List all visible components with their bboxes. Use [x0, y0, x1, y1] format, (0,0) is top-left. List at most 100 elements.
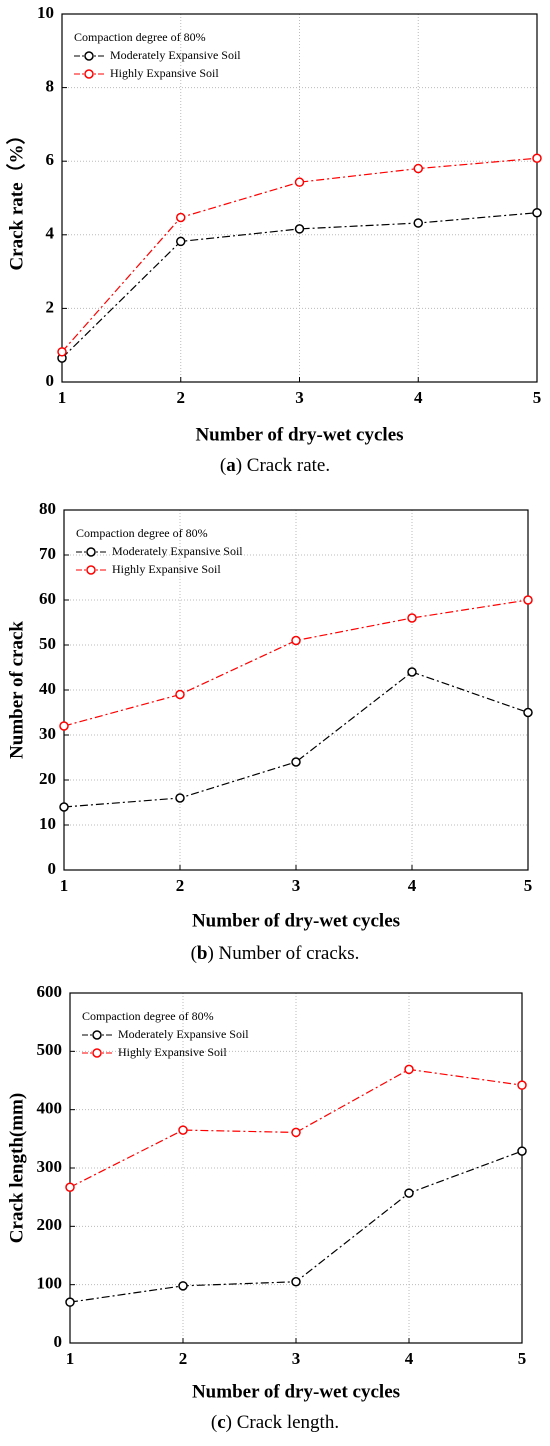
plot-frame: [61, 13, 538, 383]
plot-frame: [69, 992, 523, 1344]
y-axis-label: Crack length(mm): [6, 1093, 27, 1243]
y-tick-label: 70: [39, 544, 56, 563]
marker: [413, 163, 423, 174]
caption-part: (: [191, 943, 197, 964]
y-tick-label: 0: [54, 1332, 63, 1351]
series-line: [69, 1068, 523, 1188]
legend-label: Highly Expansive Soil: [118, 1045, 227, 1059]
marker: [175, 793, 185, 803]
marker: [65, 1297, 75, 1307]
marker: [407, 667, 417, 677]
y-tick-label: 80: [39, 499, 56, 518]
marker: [291, 757, 301, 767]
caption: (b) Number of cracks.: [191, 943, 360, 964]
marker: [178, 1281, 188, 1291]
marker: [294, 224, 305, 234]
series-line: [61, 212, 538, 359]
marker: [404, 1188, 414, 1198]
y-tick-label: 50: [39, 634, 56, 653]
y-tick-label: 40: [39, 679, 56, 698]
legend-marker: [84, 51, 94, 61]
x-tick-label: 1: [60, 876, 69, 895]
y-tick-label: 100: [37, 1274, 63, 1293]
y-tick-label: 500: [37, 1040, 63, 1059]
x-tick-label: 5: [533, 388, 542, 407]
x-tick-label: 2: [176, 876, 185, 895]
x-tick-label: 4: [405, 1349, 414, 1368]
x-tick-label: 3: [295, 388, 304, 407]
x-tick-label: 4: [414, 388, 423, 407]
series-line: [61, 157, 538, 353]
legend-label: Highly Expansive Soil: [110, 66, 219, 80]
x-tick-label: 3: [292, 876, 301, 895]
legend-marker: [86, 547, 96, 557]
y-tick-label: 4: [46, 224, 55, 243]
legend-title: Compaction degree of 80%: [82, 1009, 214, 1023]
marker: [523, 707, 533, 718]
y-axis-label: Number of crack: [6, 621, 27, 759]
y-tick-label: 6: [46, 150, 55, 169]
x-tick-label: 5: [518, 1349, 527, 1368]
marker: [57, 347, 67, 357]
caption-part: c: [217, 1412, 225, 1433]
y-tick-label: 20: [39, 769, 56, 788]
x-tick-label: 3: [292, 1349, 301, 1368]
caption-part: (: [211, 1412, 217, 1433]
legend-title: Compaction degree of 80%: [76, 526, 208, 540]
plot-frame: [63, 509, 529, 871]
y-tick-label: 300: [37, 1157, 63, 1176]
marker: [291, 1277, 301, 1287]
marker: [404, 1064, 414, 1075]
x-tick-label: 5: [524, 876, 533, 895]
marker: [59, 721, 69, 731]
marker: [291, 635, 301, 646]
y-tick-label: 200: [37, 1215, 63, 1234]
marker: [178, 1125, 188, 1135]
x-axis-label: Number of dry-wet cycles: [195, 424, 403, 445]
marker: [65, 1182, 75, 1192]
y-tick-label: 0: [46, 371, 55, 390]
legend-marker: [86, 565, 96, 575]
y-axis-label: Crack rate（%）: [4, 125, 27, 270]
marker: [291, 1127, 301, 1138]
y-tick-label: 10: [37, 3, 54, 22]
caption-part: b: [197, 943, 208, 964]
marker: [407, 613, 417, 623]
legend-label: Highly Expansive Soil: [112, 562, 221, 576]
marker: [175, 689, 185, 700]
marker: [532, 207, 542, 218]
marker: [176, 236, 186, 247]
caption: (a) Crack rate.: [220, 455, 330, 476]
marker: [294, 177, 305, 187]
y-tick-label: 0: [48, 859, 57, 878]
y-tick-label: 400: [37, 1099, 63, 1118]
legend-marker: [92, 1048, 102, 1058]
marker: [532, 153, 542, 164]
caption-part: a: [226, 455, 236, 476]
marker: [517, 1146, 527, 1156]
x-tick-label: 1: [58, 388, 67, 407]
x-axis-label: Number of dry-wet cycles: [192, 910, 400, 931]
legend-label: Moderately Expansive Soil: [118, 1027, 249, 1041]
caption: (c) Crack length.: [211, 1412, 339, 1433]
y-tick-label: 60: [39, 589, 56, 608]
marker: [413, 218, 423, 228]
marker: [517, 1080, 527, 1090]
y-tick-label: 8: [46, 77, 55, 96]
y-tick-label: 10: [39, 814, 56, 833]
marker: [523, 595, 533, 605]
legend-label: Moderately Expansive Soil: [110, 48, 241, 62]
series-line: [63, 599, 529, 727]
marker: [176, 212, 186, 223]
legend-marker: [92, 1030, 102, 1040]
marker: [59, 802, 69, 812]
legend-label: Moderately Expansive Soil: [112, 544, 243, 558]
caption-part: ) Crack length.: [226, 1412, 339, 1433]
legend-title: Compaction degree of 80%: [74, 30, 206, 44]
x-tick-label: 1: [66, 1349, 75, 1368]
x-tick-label: 2: [177, 388, 186, 407]
legend-marker: [84, 69, 94, 79]
y-tick-label: 600: [37, 982, 63, 1001]
caption-part: ) Crack rate.: [236, 455, 330, 476]
